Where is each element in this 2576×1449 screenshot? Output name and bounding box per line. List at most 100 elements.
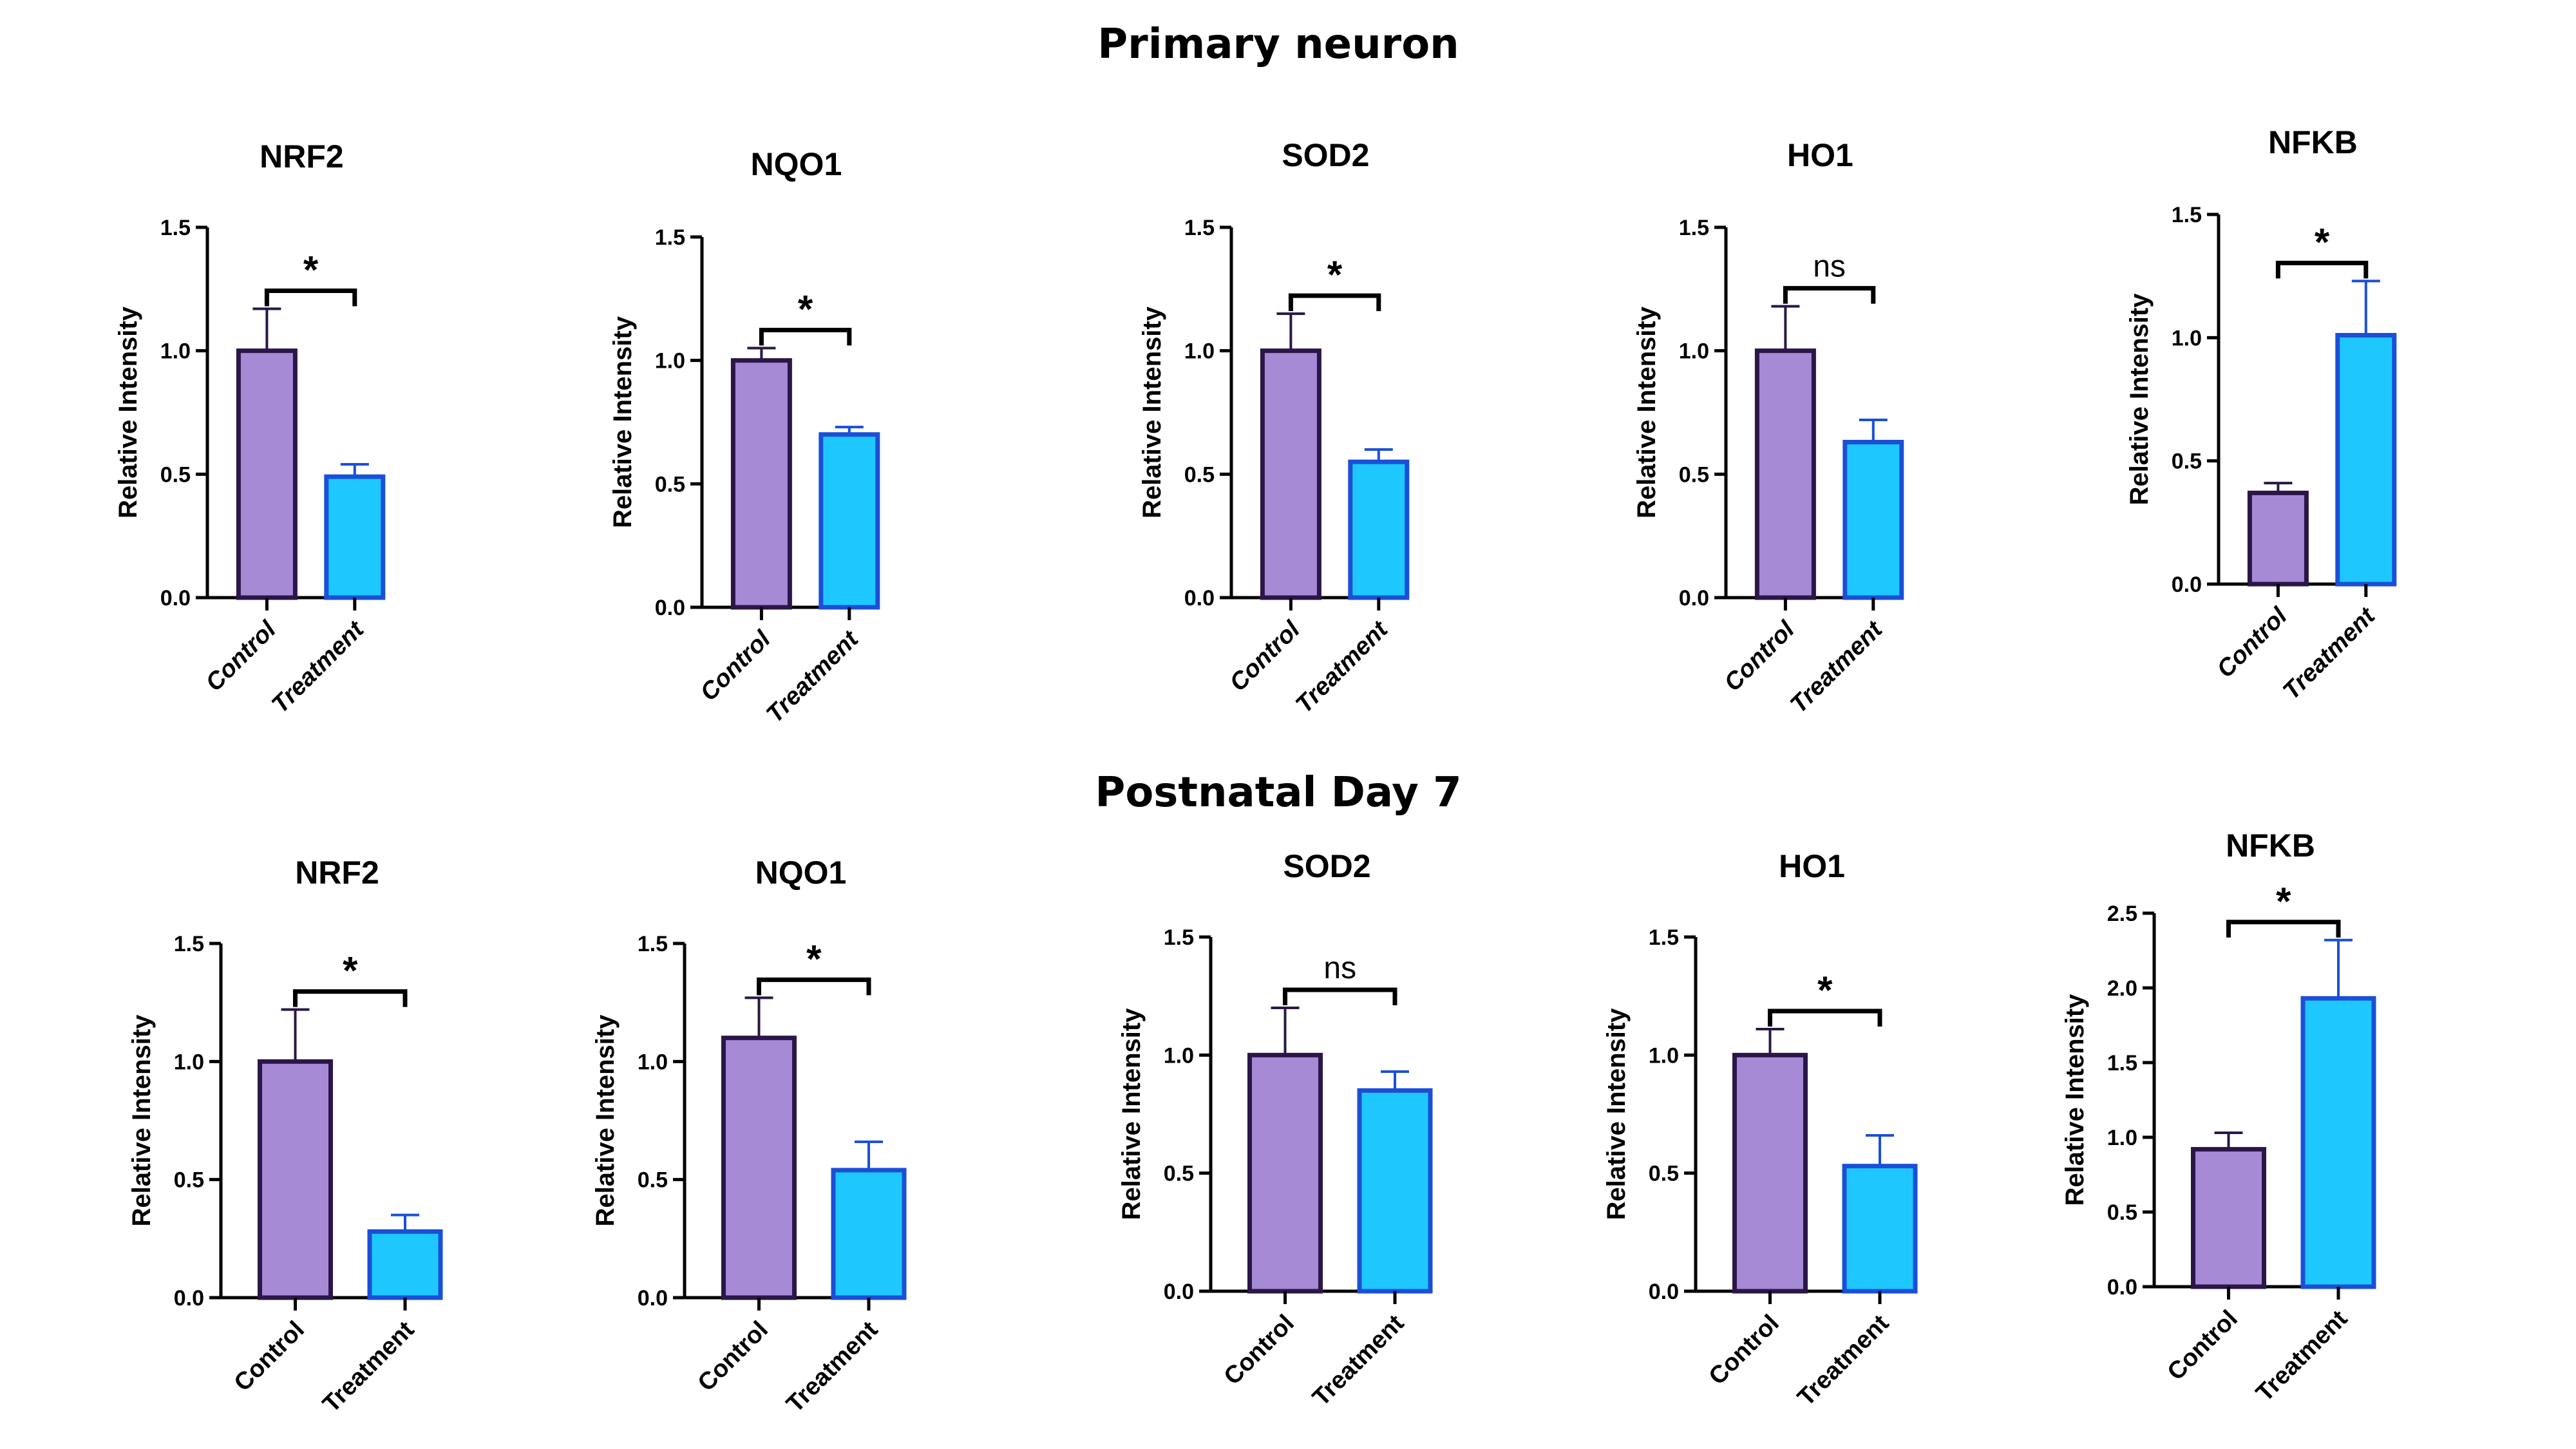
y-axis-label: Relative Intensity (1633, 306, 1661, 518)
chart-panel-1: NRF2 Relative Intensity 0.0 0.5 1.0 1.5 Contro… (114, 138, 386, 719)
y-tick-label: 1.5 (1184, 216, 1215, 240)
x-category-label: Treatment (1792, 1309, 1894, 1411)
bar-treatment (1348, 459, 1410, 600)
bar-treatment (1357, 1088, 1433, 1294)
bar-control (730, 358, 792, 610)
y-tick-label: 0.0 (1164, 1280, 1194, 1304)
y-tick-label: 0.5 (174, 1168, 204, 1193)
chart-panel-5: NFKB Relative Intensity 0.0 0.5 1.0 1.5 Contro… (2125, 124, 2397, 705)
bar-control (721, 1036, 797, 1300)
bar-control (1260, 348, 1321, 600)
bar-control (1247, 1052, 1323, 1294)
significance-bracket (1283, 987, 1397, 1005)
bar-control (1732, 1052, 1808, 1294)
y-tick-label: 0.5 (160, 462, 191, 487)
x-category-label: Treatment (1291, 616, 1394, 719)
y-tick-label: 2.5 (2107, 902, 2137, 926)
x-category-label: Control (693, 1316, 773, 1397)
significance-label: ns (1813, 250, 1846, 284)
bar-control (2247, 490, 2309, 587)
significance-label: ns (1323, 951, 1356, 985)
significance-bracket (2226, 920, 2341, 938)
chart-panel-4: HO1 Relative Intensity 0.0 0.5 1.0 1.5 Control… (1633, 137, 1904, 719)
bar-treatment (1842, 440, 1904, 600)
panel-title: NFKB (2226, 828, 2315, 864)
x-category-label: Treatment (761, 625, 864, 728)
x-category-label: Treatment (781, 1316, 883, 1417)
y-axis-label: Relative Intensity (1602, 1008, 1631, 1220)
x-category-label: Control (229, 1316, 310, 1397)
row-title-primary-neuron: Primary neuron (1097, 21, 1459, 68)
bar-treatment (2300, 996, 2376, 1289)
y-tick-label: 1.0 (174, 1050, 204, 1074)
y-tick-label: 0.5 (655, 472, 685, 497)
y-tick-label: 0.5 (2172, 450, 2202, 474)
x-category-label: Control (696, 625, 777, 706)
chart-panel-7: NQO1 Relative Intensity 0.0 0.5 1.0 1.5 Contro… (591, 855, 907, 1418)
y-tick-label: 0.0 (638, 1286, 668, 1311)
significance-bracket (264, 289, 357, 307)
significance-bracket (1783, 286, 1876, 304)
y-tick-label: 0.0 (2172, 573, 2202, 597)
y-axis-label: Relative Intensity (1117, 1008, 1146, 1220)
y-tick-label: 1.0 (1184, 339, 1215, 364)
panel-title: NRF2 (260, 138, 344, 175)
panel-title: NQO1 (755, 855, 847, 891)
bar-treatment (1842, 1164, 1918, 1294)
x-category-label: Control (1719, 616, 1801, 697)
chart-panel-2: NQO1 Relative Intensity 0.0 0.5 1.0 1.5 Contro… (609, 146, 880, 728)
row-title-postnatal-day-7: Postnatal Day 7 (1095, 769, 1461, 817)
chart-panel-8: SOD2 Relative Intensity 0.0 0.5 1.0 1.5 Contro… (1117, 848, 1433, 1412)
bar-treatment (831, 1168, 907, 1300)
significance-label: * (798, 288, 813, 331)
y-axis-label: Relative Intensity (2061, 994, 2089, 1206)
significance-label: * (343, 949, 358, 992)
y-tick-label: 0.0 (655, 596, 685, 620)
y-tick-label: 1.0 (1679, 339, 1709, 364)
y-axis-label: Relative Intensity (609, 316, 637, 528)
bar-control (258, 1059, 333, 1300)
y-axis-label: Relative Intensity (2125, 293, 2154, 506)
panel-title: NFKB (2268, 124, 2358, 160)
bar-treatment (367, 1229, 443, 1300)
x-category-label: Control (2163, 1305, 2243, 1386)
y-axis-label: Relative Intensity (591, 1014, 620, 1227)
significance-bracket (1768, 1009, 1882, 1027)
bar-control (1754, 348, 1816, 600)
y-tick-label: 1.5 (1679, 216, 1709, 240)
x-category-label: Control (1704, 1310, 1785, 1390)
significance-label: * (806, 937, 822, 980)
y-tick-label: 0.5 (1184, 462, 1215, 487)
significance-bracket (2275, 260, 2369, 279)
y-tick-label: 2.0 (2107, 976, 2137, 1001)
y-tick-label: 1.5 (655, 225, 685, 250)
x-category-label: Treatment (317, 1316, 419, 1417)
panel-title: HO1 (1779, 848, 1845, 884)
significance-label: * (2315, 220, 2330, 263)
significance-bracket (757, 977, 871, 996)
panel-title: SOD2 (1282, 137, 1369, 173)
significance-label: * (1817, 969, 1833, 1012)
x-category-label: Treatment (2251, 1305, 2353, 1406)
y-tick-label: 1.0 (160, 339, 191, 364)
significance-bracket (1288, 293, 1381, 312)
x-category-label: Control (1219, 1310, 1300, 1390)
panel-title: HO1 (1787, 137, 1853, 173)
y-tick-label: 0.0 (2107, 1275, 2137, 1300)
y-axis-label: Relative Intensity (114, 306, 142, 518)
x-category-label: Treatment (1785, 616, 1888, 719)
y-tick-label: 0.0 (1184, 586, 1215, 611)
x-category-label: Treatment (267, 616, 370, 719)
bar-treatment (324, 474, 386, 600)
y-tick-label: 0.5 (638, 1168, 668, 1193)
panel-title: NRF2 (295, 855, 379, 891)
y-tick-label: 1.5 (2172, 203, 2202, 227)
bar-control (236, 348, 298, 600)
y-tick-label: 1.0 (2107, 1126, 2137, 1150)
significance-label: * (1327, 253, 1343, 296)
y-tick-label: 0.0 (1679, 586, 1709, 611)
y-tick-label: 0.0 (174, 1286, 204, 1311)
y-tick-label: 1.5 (2107, 1051, 2137, 1075)
x-category-label: Treatment (2278, 602, 2381, 705)
